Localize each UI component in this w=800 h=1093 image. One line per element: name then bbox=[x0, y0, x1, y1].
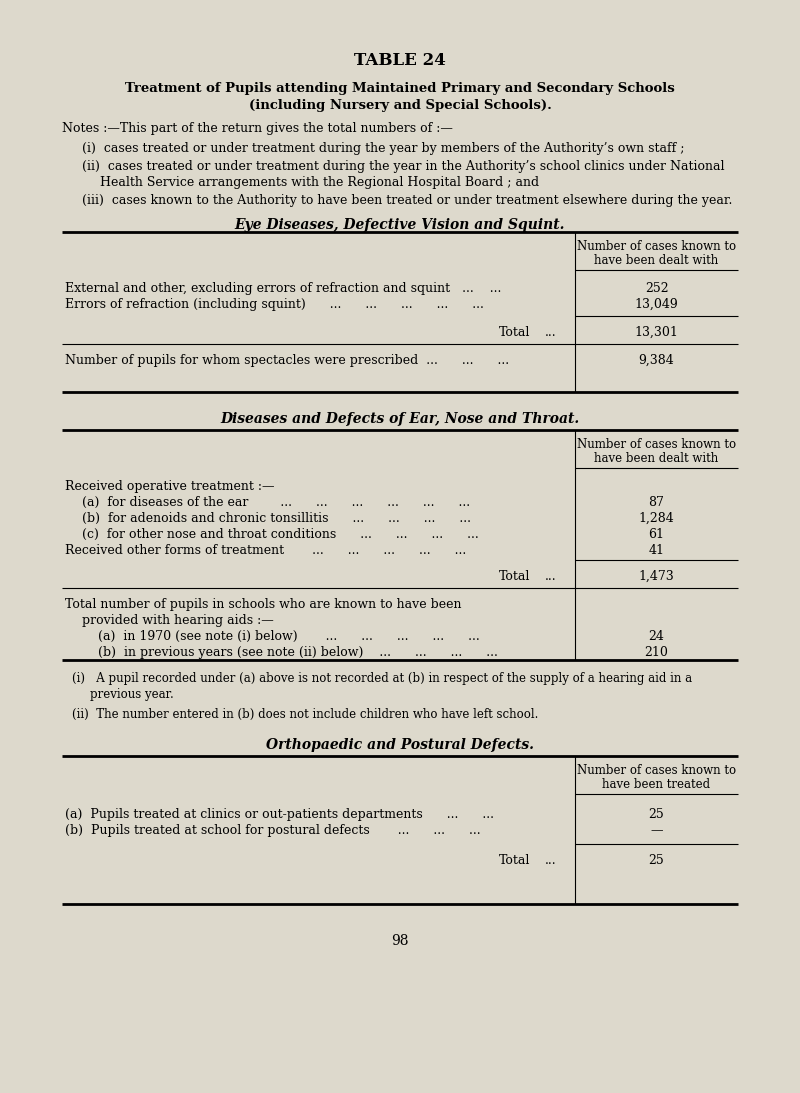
Text: have been dealt with: have been dealt with bbox=[594, 254, 718, 267]
Text: 13,049: 13,049 bbox=[634, 298, 678, 312]
Text: (b)  Pupils treated at school for postural defects       ...      ...      ...: (b) Pupils treated at school for postura… bbox=[65, 824, 481, 837]
Text: ...: ... bbox=[545, 854, 557, 867]
Text: Number of cases known to: Number of cases known to bbox=[577, 438, 736, 451]
Text: (ii)  The number entered in (b) does not include children who have left school.: (ii) The number entered in (b) does not … bbox=[72, 708, 538, 721]
Text: (i)   A pupil recorded under (a) above is not recorded at (b) in respect of the : (i) A pupil recorded under (a) above is … bbox=[72, 672, 692, 685]
Text: (iii)  cases known to the Authority to have been treated or under treatment else: (iii) cases known to the Authority to ha… bbox=[82, 193, 732, 207]
Text: ...: ... bbox=[545, 326, 557, 339]
Text: (ii)  cases treated or under treatment during the year in the Authority’s school: (ii) cases treated or under treatment du… bbox=[82, 160, 725, 173]
Text: 25: 25 bbox=[649, 854, 664, 867]
Text: (b)  for adenoids and chronic tonsillitis      ...      ...      ...      ...: (b) for adenoids and chronic tonsillitis… bbox=[82, 512, 471, 525]
Text: Number of cases known to: Number of cases known to bbox=[577, 764, 736, 777]
Text: 24: 24 bbox=[649, 630, 665, 643]
Text: (a)  Pupils treated at clinics or out-patients departments      ...      ...: (a) Pupils treated at clinics or out-pat… bbox=[65, 808, 494, 821]
Text: provided with hearing aids :—: provided with hearing aids :— bbox=[82, 614, 274, 627]
Text: 1,473: 1,473 bbox=[638, 571, 674, 583]
Text: ...: ... bbox=[545, 571, 557, 583]
Text: 87: 87 bbox=[649, 496, 665, 509]
Text: previous year.: previous year. bbox=[90, 687, 174, 701]
Text: Errors of refraction (including squint)      ...      ...      ...      ...     : Errors of refraction (including squint) … bbox=[65, 298, 484, 312]
Text: Health Service arrangements with the Regional Hospital Board ; and: Health Service arrangements with the Reg… bbox=[100, 176, 539, 189]
Text: (b)  in previous years (see note (ii) below)    ...      ...      ...      ...: (b) in previous years (see note (ii) bel… bbox=[98, 646, 498, 659]
Text: Treatment of Pupils attending Maintained Primary and Secondary Schools: Treatment of Pupils attending Maintained… bbox=[125, 82, 675, 95]
Text: 13,301: 13,301 bbox=[634, 326, 678, 339]
Text: Received operative treatment :—: Received operative treatment :— bbox=[65, 480, 274, 493]
Text: 210: 210 bbox=[645, 646, 669, 659]
Text: TABLE 24: TABLE 24 bbox=[354, 52, 446, 69]
Text: 1,284: 1,284 bbox=[638, 512, 674, 525]
Text: (a)  in 1970 (see note (i) below)       ...      ...      ...      ...      ...: (a) in 1970 (see note (i) below) ... ...… bbox=[98, 630, 480, 643]
Text: Orthopaedic and Postural Defects.: Orthopaedic and Postural Defects. bbox=[266, 738, 534, 752]
Text: 9,384: 9,384 bbox=[638, 354, 674, 367]
Text: Total number of pupils in schools who are known to have been: Total number of pupils in schools who ar… bbox=[65, 598, 462, 611]
Text: (a)  for diseases of the ear        ...      ...      ...      ...      ...     : (a) for diseases of the ear ... ... ... … bbox=[82, 496, 470, 509]
Text: Number of pupils for whom spectacles were prescribed  ...      ...      ...: Number of pupils for whom spectacles wer… bbox=[65, 354, 509, 367]
Text: Received other forms of treatment       ...      ...      ...      ...      ...: Received other forms of treatment ... ..… bbox=[65, 544, 466, 557]
Text: Total: Total bbox=[498, 854, 530, 867]
Text: Eye Diseases, Defective Vision and Squint.: Eye Diseases, Defective Vision and Squin… bbox=[234, 218, 566, 232]
Text: Number of cases known to: Number of cases known to bbox=[577, 240, 736, 252]
Text: 252: 252 bbox=[645, 282, 668, 295]
Text: Notes :—This part of the return gives the total numbers of :—: Notes :—This part of the return gives th… bbox=[62, 122, 453, 136]
Text: Total: Total bbox=[498, 571, 530, 583]
Text: (c)  for other nose and throat conditions      ...      ...      ...      ...: (c) for other nose and throat conditions… bbox=[82, 528, 478, 541]
Text: External and other, excluding errors of refraction and squint   ...    ...: External and other, excluding errors of … bbox=[65, 282, 502, 295]
Text: Diseases and Defects of Ear, Nose and Throat.: Diseases and Defects of Ear, Nose and Th… bbox=[220, 412, 580, 426]
Text: have been dealt with: have been dealt with bbox=[594, 453, 718, 465]
Text: 41: 41 bbox=[649, 544, 665, 557]
Text: —: — bbox=[650, 824, 662, 837]
Text: 25: 25 bbox=[649, 808, 664, 821]
Text: 98: 98 bbox=[391, 935, 409, 948]
Text: have been treated: have been treated bbox=[602, 778, 710, 791]
Text: Total: Total bbox=[498, 326, 530, 339]
Text: (including Nursery and Special Schools).: (including Nursery and Special Schools). bbox=[249, 99, 551, 111]
Text: 61: 61 bbox=[649, 528, 665, 541]
Text: (i)  cases treated or under treatment during the year by members of the Authorit: (i) cases treated or under treatment dur… bbox=[82, 142, 685, 155]
